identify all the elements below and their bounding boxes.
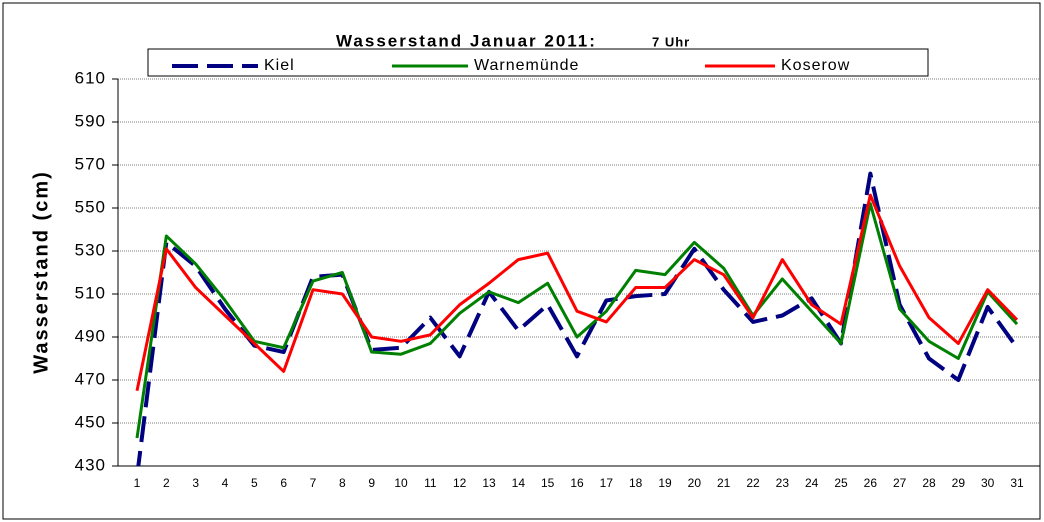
series-line <box>136 171 1019 466</box>
x-tick-label: 23 <box>776 476 790 490</box>
x-tick-label: 11 <box>424 476 437 490</box>
x-tick-label: 28 <box>922 476 936 490</box>
x-tick-label: 18 <box>629 476 643 490</box>
y-tick-label: 530 <box>75 240 106 259</box>
x-tick-label: 27 <box>893 476 907 490</box>
x-tick-label: 17 <box>600 476 614 490</box>
x-tick-label: 30 <box>981 476 995 490</box>
x-tick-label: 26 <box>864 476 878 490</box>
x-tick-label: 14 <box>512 476 526 490</box>
y-tick-label: 490 <box>75 326 106 345</box>
y-tick-label: 470 <box>75 369 106 388</box>
x-tick-label: 31 <box>1010 476 1024 490</box>
series-line <box>135 202 1019 439</box>
x-tick-label: 16 <box>570 476 584 490</box>
x-tick-label: 1 <box>134 476 141 490</box>
y-tick-label: 610 <box>75 68 106 87</box>
x-tick-label: 2 <box>163 476 170 490</box>
chart-subtitle: 7 Uhr <box>652 34 690 49</box>
x-tick-label: 13 <box>482 476 496 490</box>
y-axis-label: Wasserstand (cm) <box>30 170 52 374</box>
x-tick-label: 20 <box>688 476 702 490</box>
series-line <box>135 193 1019 392</box>
x-tick-label: 6 <box>280 476 287 490</box>
y-tick-label: 550 <box>75 197 106 216</box>
x-tick-label: 4 <box>222 476 229 490</box>
x-tick-label: 15 <box>541 476 555 490</box>
legend-label: Kiel <box>264 57 295 74</box>
y-tick-label: 450 <box>75 412 106 431</box>
x-tick-label: 19 <box>658 476 672 490</box>
legend-label: Koserow <box>781 57 850 74</box>
x-tick-label: 9 <box>368 476 375 490</box>
x-tick-label: 7 <box>310 476 317 490</box>
y-tick-label: 570 <box>75 154 106 173</box>
x-tick-label: 21 <box>717 476 731 490</box>
y-tick-label: 430 <box>75 455 106 474</box>
x-tick-label: 3 <box>192 476 199 490</box>
y-tick-label: 510 <box>75 283 106 302</box>
x-tick-label: 12 <box>453 476 467 490</box>
x-tick-label: 25 <box>834 476 848 490</box>
legend <box>147 48 929 77</box>
y-tick-label: 590 <box>75 111 106 130</box>
x-tick-label: 10 <box>394 476 408 490</box>
x-tick-label: 24 <box>805 476 819 490</box>
x-tick-label: 29 <box>952 476 966 490</box>
x-tick-label: 8 <box>339 476 346 490</box>
x-tick-label: 22 <box>746 476 760 490</box>
x-tick-label: 5 <box>251 476 258 490</box>
chart-title: Wasserstand Januar 2011: <box>336 31 597 50</box>
legend-label: Warnemünde <box>474 57 579 74</box>
